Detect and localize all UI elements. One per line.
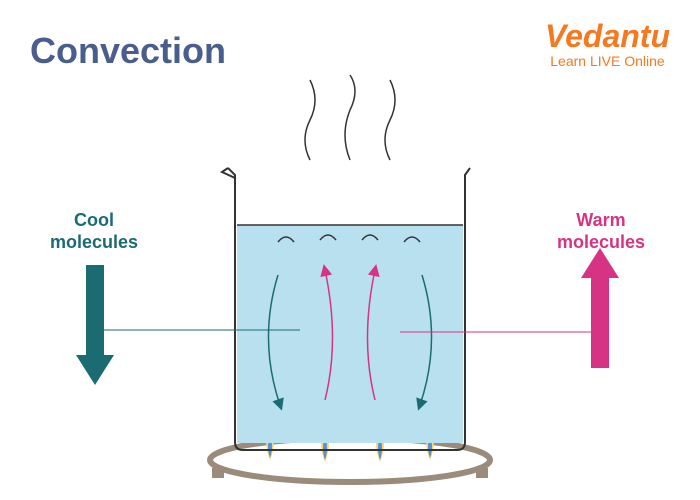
water-fill [237, 225, 463, 443]
steam-icon [305, 80, 315, 160]
convection-diagram [0, 60, 700, 500]
cool-down-arrow-icon [76, 265, 114, 385]
steam-icon [385, 80, 395, 160]
burner-foot-left [212, 468, 224, 478]
burner-foot-right [476, 468, 488, 478]
warm-up-arrow-icon [581, 248, 619, 368]
burner-ring [210, 438, 490, 482]
logo-text: Vedantu [545, 18, 670, 55]
steam-icon [345, 75, 355, 160]
